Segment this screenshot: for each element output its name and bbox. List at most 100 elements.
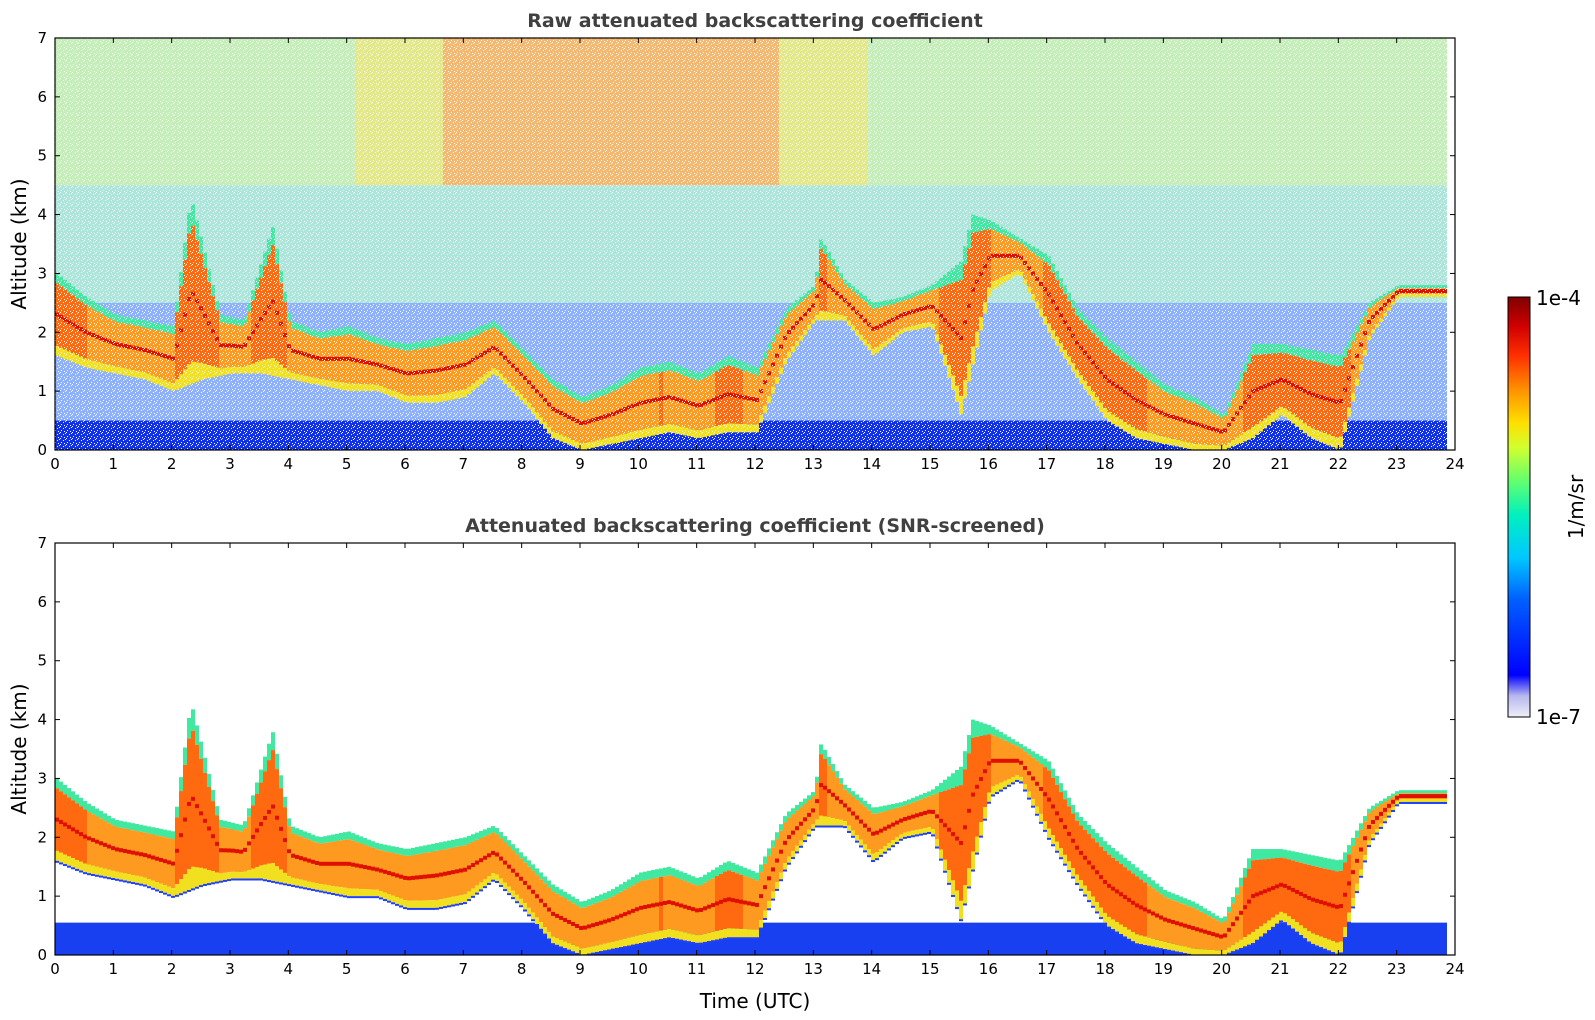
layer-base: [403, 907, 407, 910]
layer-peak: [247, 841, 251, 846]
layer-peak: [791, 830, 795, 835]
layer-base: [527, 914, 531, 917]
surface-column: [55, 922, 59, 955]
layer-edge: [79, 797, 83, 807]
layer-peak: [503, 860, 507, 865]
layer-edge: [855, 835, 859, 841]
layer-base: [703, 941, 707, 944]
layer-base: [1183, 953, 1187, 955]
layer-edge: [647, 870, 651, 880]
layer-edge: [811, 824, 815, 829]
surface-column: [1387, 922, 1391, 955]
layer-peak: [1215, 933, 1219, 938]
layer-peak: [555, 913, 559, 918]
layer-peak: [523, 880, 527, 885]
layer-edge: [503, 836, 507, 843]
layer-edge: [1067, 797, 1071, 807]
layer-peak: [839, 799, 843, 804]
x-tick-label: 21: [1270, 455, 1289, 473]
x-tick-label: 23: [1387, 455, 1406, 473]
layer-base: [1107, 926, 1111, 929]
layer-edge: [987, 792, 991, 802]
layer-peak: [991, 758, 995, 763]
layer-base: [1163, 949, 1167, 952]
layer-edge: [419, 900, 423, 908]
surface-column: [271, 922, 275, 955]
layer-edge: [467, 891, 471, 900]
layer-base: [691, 942, 695, 945]
layer-peak: [1403, 794, 1407, 799]
layer-base: [1171, 950, 1175, 953]
layer-base: [831, 825, 835, 828]
layer-base: [1363, 860, 1367, 863]
layer-base: [127, 881, 131, 884]
surface-column: [1075, 922, 1079, 955]
layer-edge: [139, 824, 143, 832]
layer-edge: [831, 764, 835, 772]
layer-edge: [179, 777, 183, 792]
layer-edge: [755, 872, 759, 881]
surface-column: [819, 922, 823, 955]
x-tick-label: 19: [1154, 455, 1173, 473]
layer-edge: [843, 821, 847, 827]
layer-edge: [875, 852, 879, 859]
layer-edge: [219, 873, 223, 881]
layer-peak: [987, 761, 991, 766]
layer-edge: [367, 839, 371, 847]
layer-edge: [687, 874, 691, 883]
layer-base: [1287, 925, 1291, 928]
layer-base: [187, 889, 191, 892]
layer-edge: [235, 871, 239, 879]
layer-peak: [267, 809, 271, 814]
layer-edge: [1307, 854, 1311, 865]
layer-peak: [715, 901, 719, 906]
surface-column: [363, 922, 367, 955]
layer-edge: [1047, 828, 1051, 838]
layer-base: [1007, 784, 1011, 787]
layer-edge: [871, 853, 875, 861]
layer-edge: [915, 829, 919, 835]
layer-edge: [91, 865, 95, 874]
surface-column: [1067, 922, 1071, 955]
layer-base: [71, 867, 75, 870]
layer-peak: [767, 876, 771, 881]
layer-edge: [1071, 867, 1075, 877]
layer-edge: [439, 899, 443, 907]
surface-column: [1359, 922, 1363, 955]
layer-edge: [1083, 885, 1087, 895]
layer-edge: [1231, 944, 1235, 952]
surface-column: [487, 922, 491, 955]
layer-base: [1151, 946, 1155, 949]
layer-edge: [711, 869, 715, 879]
surface-column: [59, 922, 63, 955]
layer-edge: [1443, 790, 1447, 794]
surface-column: [1283, 922, 1287, 955]
layer-base: [243, 878, 247, 881]
layer-base: [987, 801, 991, 804]
layer-base: [151, 887, 155, 890]
layer-peak: [967, 808, 971, 813]
layer-base: [755, 937, 759, 940]
layer-edge: [1439, 798, 1443, 802]
layer-edge: [171, 831, 175, 840]
layer-edge: [99, 810, 103, 819]
surface-column: [763, 922, 767, 955]
layer-edge: [739, 866, 743, 875]
surface-column: [231, 922, 235, 955]
surface-column: [167, 922, 171, 955]
layer-peak: [315, 861, 319, 866]
surface-column: [103, 922, 107, 955]
layer-edge: [1095, 833, 1099, 843]
layer-edge: [263, 756, 267, 772]
layer-base: [399, 905, 403, 908]
layer-peak: [1287, 885, 1291, 890]
layer-peak: [855, 815, 859, 820]
layer-edge: [299, 879, 303, 887]
layer-peak: [1003, 758, 1007, 763]
layer-base: [223, 879, 227, 882]
surface-column: [947, 922, 951, 955]
layer-peak: [1163, 917, 1167, 922]
layer-base: [815, 825, 819, 828]
layer-edge: [227, 821, 231, 829]
layer-edge: [815, 819, 819, 826]
